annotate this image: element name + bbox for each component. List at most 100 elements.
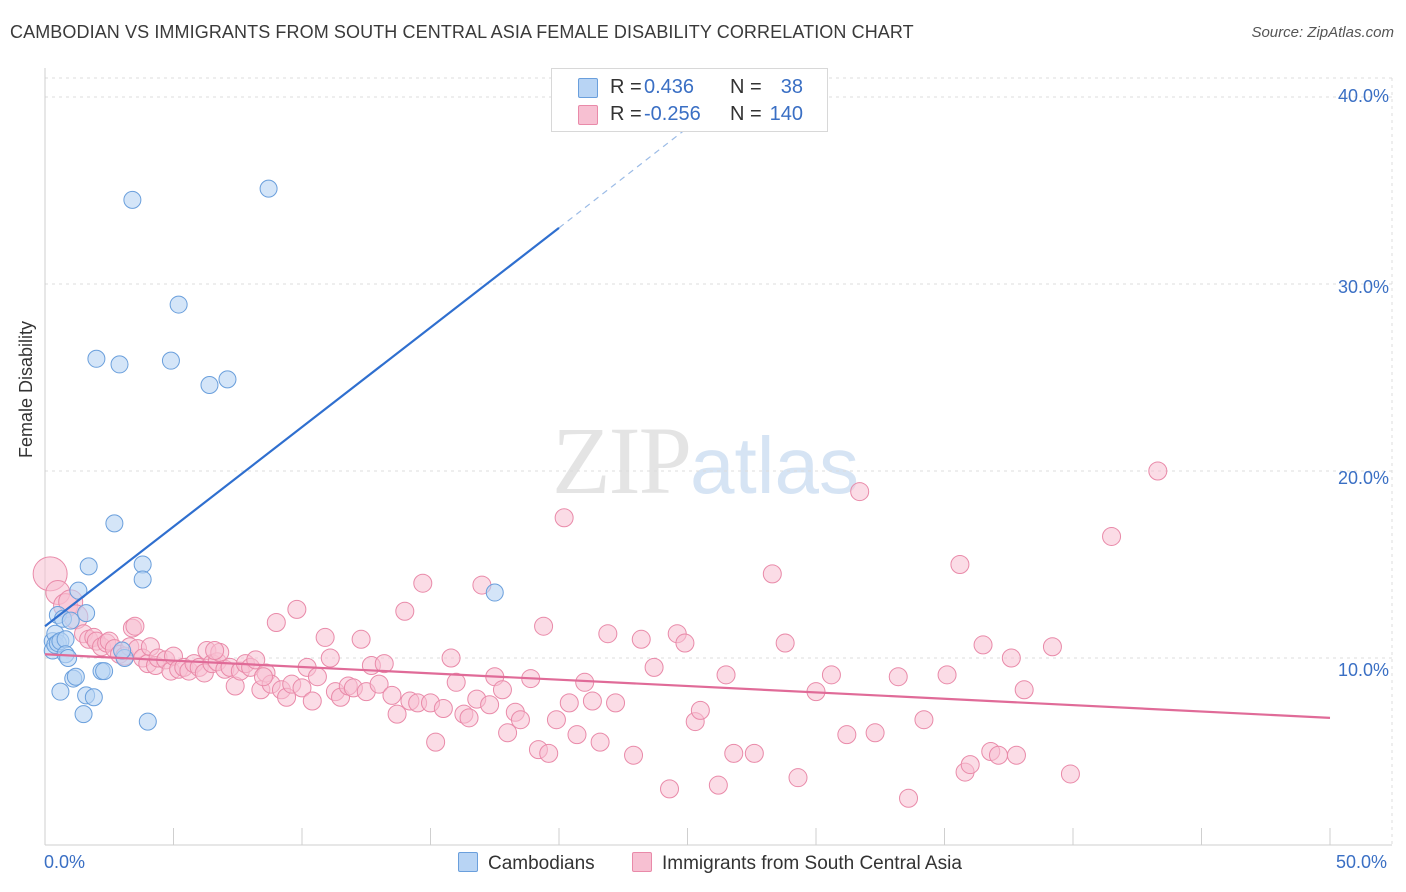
cambodians-point xyxy=(105,514,124,533)
immigrants-point xyxy=(837,725,857,745)
cambodians-point xyxy=(218,370,237,389)
immigrants-point xyxy=(606,693,626,713)
pink-swatch xyxy=(578,105,598,125)
legend-row-cambodians: R = 0.436 N = 38 xyxy=(552,74,827,101)
legend-row-immigrants: R = -0.256 N = 140 xyxy=(552,101,827,128)
immigrants-point xyxy=(433,698,453,718)
cambodians-point xyxy=(110,355,129,374)
immigrants-point xyxy=(988,745,1008,765)
immigrants-point xyxy=(865,723,885,743)
immigrants-point xyxy=(675,633,695,653)
immigrants-point xyxy=(960,755,980,775)
immigrants-point xyxy=(582,691,602,711)
cambodians-point xyxy=(61,611,80,630)
immigrants-point xyxy=(441,648,461,668)
immigrants-point xyxy=(315,627,335,647)
cambodians-points xyxy=(43,179,504,731)
y-tick-10: 10.0% xyxy=(1338,660,1390,680)
immigrants-point xyxy=(510,710,530,730)
cambodians-point xyxy=(87,349,106,368)
immigrants-point xyxy=(724,743,744,763)
immigrants-point xyxy=(266,612,286,632)
blue-swatch xyxy=(458,852,478,872)
immigrants-point xyxy=(888,667,908,687)
legend-item-cambodians: Cambodians xyxy=(458,852,595,875)
immigrants-point xyxy=(1014,680,1034,700)
n-value: 38 xyxy=(780,76,803,98)
chart-title: CAMBODIAN VS IMMIGRANTS FROM SOUTH CENTR… xyxy=(10,22,914,42)
immigrants-trend-line xyxy=(44,653,1331,719)
axes xyxy=(44,68,1392,846)
immigrants-point xyxy=(320,648,340,668)
immigrants-point xyxy=(426,732,446,752)
immigrants-point xyxy=(307,667,327,687)
immigrants-point xyxy=(351,629,371,649)
y-tick-20: 20.0% xyxy=(1338,468,1390,488)
y-tick-30: 30.0% xyxy=(1338,277,1390,297)
cambodians-point xyxy=(95,662,114,681)
legend-label-immigrants: Immigrants from South Central Asia xyxy=(662,853,962,874)
immigrants-point xyxy=(369,674,389,694)
cambodians-point xyxy=(66,667,85,686)
immigrants-point xyxy=(387,704,407,724)
watermark-zip: ZIP xyxy=(552,407,692,514)
immigrants-point xyxy=(205,641,225,661)
immigrants-point xyxy=(292,678,312,698)
immigrants-point xyxy=(973,635,993,655)
immigrants-point xyxy=(559,693,579,713)
immigrants-point xyxy=(950,555,970,574)
immigrants-point xyxy=(1006,745,1026,765)
n-value: 140 xyxy=(769,103,803,125)
immigrants-point xyxy=(459,708,479,728)
immigrants-point xyxy=(480,695,500,715)
immigrants-point xyxy=(567,725,587,745)
immigrants-point xyxy=(539,743,559,763)
trend-lines xyxy=(44,87,1331,719)
immigrants-point xyxy=(631,629,651,649)
source-label: Source: ZipAtlas.com xyxy=(1251,24,1394,41)
immigrants-point xyxy=(492,680,512,700)
zipatlas-watermark: ZIPatlas xyxy=(552,405,859,516)
immigrants-point xyxy=(590,732,610,752)
immigrants-point xyxy=(382,685,402,705)
immigrants-point xyxy=(498,723,518,743)
cambodians-point xyxy=(259,179,278,198)
r-label: R = xyxy=(610,103,642,125)
immigrants-point xyxy=(624,745,644,765)
watermark-atlas: atlas xyxy=(690,421,859,510)
immigrants-point xyxy=(1042,637,1062,657)
immigrants-point xyxy=(413,573,433,593)
cambodians-point xyxy=(74,705,93,724)
x-tick-min: 0.0% xyxy=(44,852,86,872)
cambodians-point xyxy=(169,295,188,314)
cambodians-point xyxy=(56,630,75,649)
cambodians-point xyxy=(123,190,142,209)
immigrants-point xyxy=(937,665,957,685)
cambodians-point xyxy=(133,555,152,574)
immigrants-point xyxy=(899,788,919,808)
cambodians-point xyxy=(51,682,70,701)
immigrants-point xyxy=(821,665,841,685)
immigrants-point xyxy=(287,599,307,619)
immigrants-point xyxy=(446,672,466,692)
cambodians-point xyxy=(79,557,98,576)
blue-swatch xyxy=(578,78,598,98)
immigrants-point xyxy=(1060,764,1080,784)
immigrants-point xyxy=(395,601,415,621)
immigrants-point xyxy=(716,665,736,685)
immigrants-point xyxy=(914,710,934,730)
legend-item-immigrants: Immigrants from South Central Asia xyxy=(632,852,962,875)
immigrants-point xyxy=(762,564,782,584)
immigrants-point xyxy=(534,616,554,636)
cambodians-point xyxy=(485,583,504,602)
n-label: N = xyxy=(730,103,762,125)
cambodians-point xyxy=(200,375,219,394)
immigrants-point xyxy=(775,633,795,653)
immigrants-point xyxy=(554,508,574,528)
correlation-legend: R = 0.436 N = 38 R = -0.256 N = 140 xyxy=(551,68,828,132)
cambodians-point xyxy=(59,649,78,667)
r-value: 0.436 xyxy=(644,76,695,98)
legend-label-cambodians: Cambodians xyxy=(488,853,595,874)
immigrants-point xyxy=(850,482,870,502)
immigrants-point xyxy=(1102,526,1122,546)
